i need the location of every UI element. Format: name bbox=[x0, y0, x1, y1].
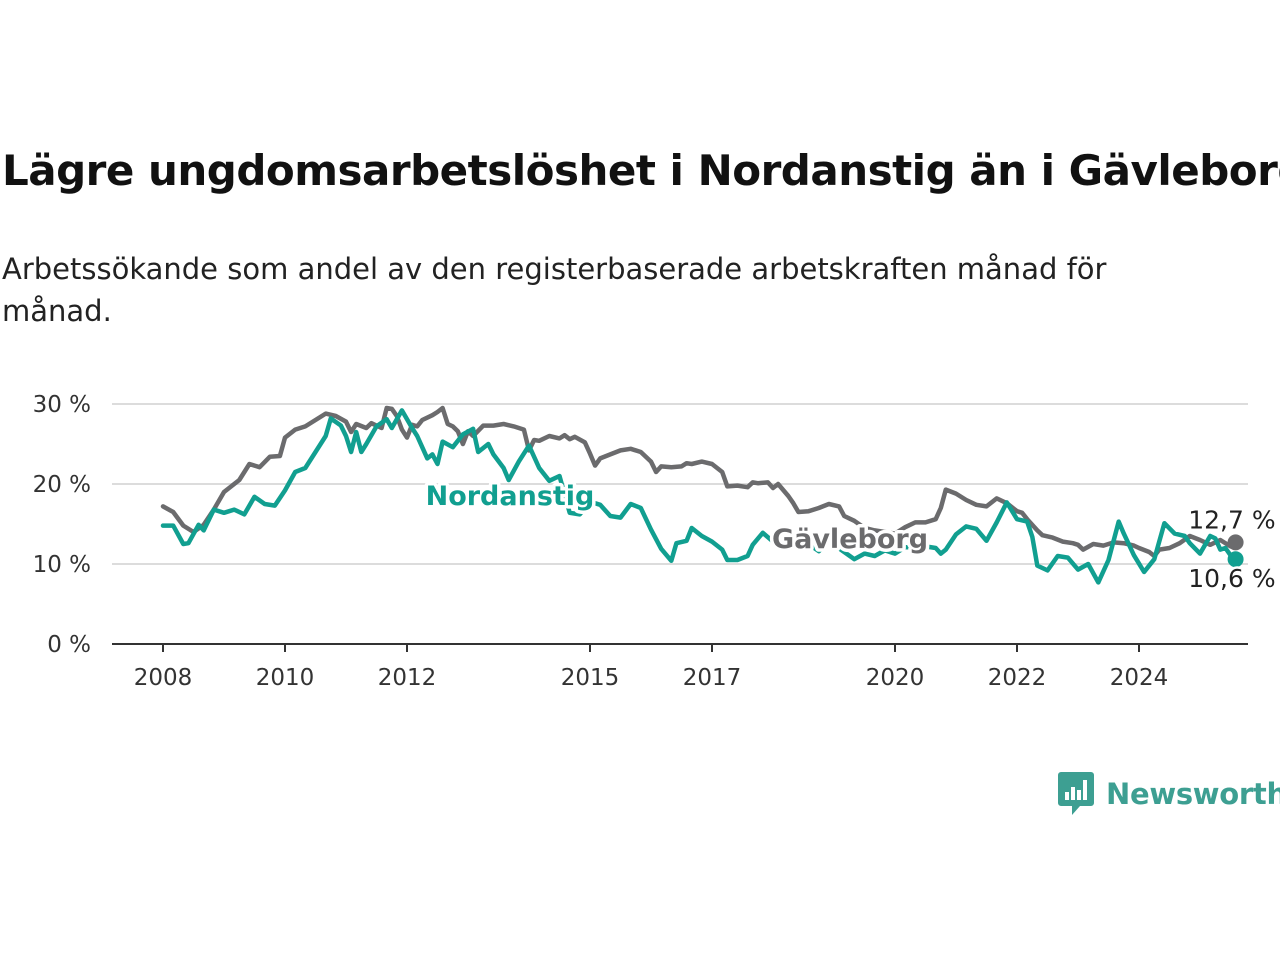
x-tick-label: 2022 bbox=[988, 665, 1047, 691]
newsworthy-logo-icon bbox=[1058, 772, 1094, 815]
newsworthy-brand: Newsworthy bbox=[1058, 772, 1280, 816]
x-tick-label: 2017 bbox=[683, 665, 742, 691]
series-labels: 12,7 % Gävleborg 10,6 % Nordanstig bbox=[422, 478, 1278, 596]
series-line-nordanstig bbox=[160, 408, 1238, 585]
x-tick-label: 2024 bbox=[1110, 665, 1169, 691]
end-value-label-gävleborg: 12,7 % bbox=[1188, 505, 1275, 534]
y-tick-label: 20 % bbox=[33, 472, 91, 498]
end-value-label-nordanstig: 10,6 % bbox=[1188, 564, 1275, 593]
x-tick-label: 2015 bbox=[561, 665, 620, 691]
line-chart: 0 % 10 % 20 % 30 % 2008 2010 2012 2015 2017 2020… bbox=[33, 392, 1279, 691]
series-name-label-nordanstig: Nordanstig bbox=[426, 481, 595, 512]
x-axis: 2008 2010 2012 2015 2017 2020 2022 2024 bbox=[112, 643, 1248, 691]
x-tick-label: 2020 bbox=[866, 665, 925, 691]
series-end-point-gävleborg bbox=[1227, 534, 1244, 551]
series-end-point-nordanstig bbox=[1227, 551, 1244, 568]
y-tick-label: 10 % bbox=[33, 552, 91, 578]
x-tick-label: 2010 bbox=[256, 665, 315, 691]
chart-title: Lägre ungdomsarbetslöshet i Nordanstig ä… bbox=[2, 146, 1280, 195]
y-tick-label: 30 % bbox=[33, 392, 91, 418]
series-line-gävleborg bbox=[160, 405, 1238, 559]
brand-name: Newsworthy bbox=[1106, 777, 1280, 811]
series-lines bbox=[160, 405, 1244, 585]
x-tick-label: 2008 bbox=[134, 665, 193, 691]
y-tick-label: 0 % bbox=[47, 632, 91, 658]
chart-subtitle: Arbetssökande som andel av den registerb… bbox=[2, 252, 1107, 328]
grid-lines: 0 % 10 % 20 % 30 % bbox=[33, 392, 1248, 658]
series-name-label-gävleborg: Gävleborg bbox=[772, 524, 928, 555]
x-tick-label: 2012 bbox=[378, 665, 437, 691]
